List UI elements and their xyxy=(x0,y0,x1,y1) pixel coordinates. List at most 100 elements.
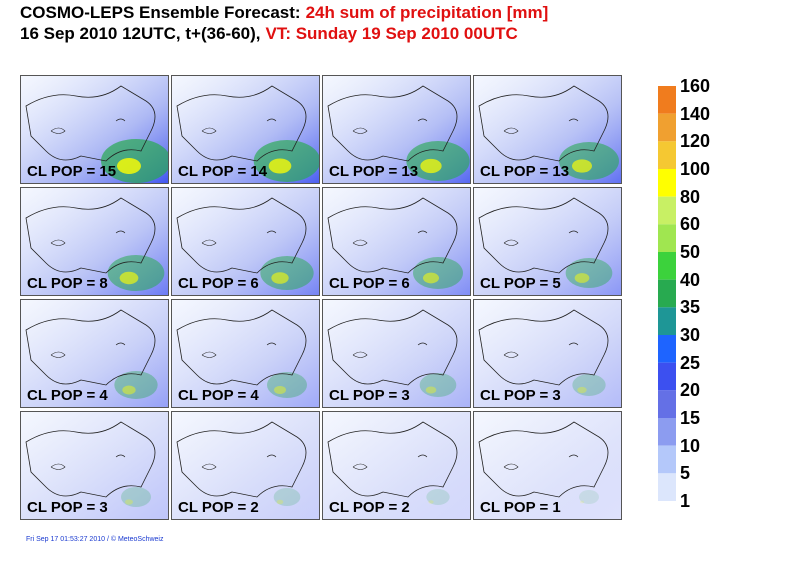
precip-peak xyxy=(420,158,442,174)
colorbar-label: 10 xyxy=(680,435,701,456)
precip-field xyxy=(474,412,621,519)
country-border xyxy=(327,85,458,162)
colorbar-swatch xyxy=(658,279,676,308)
precip-core xyxy=(579,490,599,504)
country-border xyxy=(478,197,609,274)
lake xyxy=(352,118,428,134)
country-border xyxy=(176,85,307,162)
colorbar-label: 5 xyxy=(680,463,691,484)
map-panel: CL POP = 2 xyxy=(171,411,320,520)
panel-label: CL POP = 3 xyxy=(329,387,410,404)
precip-core xyxy=(565,258,613,288)
colorbar-swatch xyxy=(658,169,676,197)
map-panel: CL POP = 5 xyxy=(473,187,622,296)
precip-field xyxy=(323,188,470,295)
precip-core xyxy=(121,487,151,507)
panel-label: CL POP = 15 xyxy=(27,163,117,180)
map-field xyxy=(323,76,470,183)
title-line-2: 16 Sep 2010 12UTC, t+(36-60), VT: Sunday … xyxy=(20,24,518,44)
precip-peak xyxy=(117,158,141,174)
precip-core xyxy=(273,488,301,506)
map-panel: CL POP = 13 xyxy=(322,75,471,184)
precip-field xyxy=(21,300,168,407)
lake xyxy=(201,454,277,470)
map-field xyxy=(172,76,319,183)
panel-label: CL POP = 13 xyxy=(329,163,419,180)
country-border xyxy=(327,421,458,498)
map-field xyxy=(172,188,319,295)
country-border xyxy=(327,309,458,386)
colorbar-label: 50 xyxy=(680,242,701,262)
map-field xyxy=(21,76,168,183)
colorbar-swatch xyxy=(658,335,676,363)
precip-peak xyxy=(268,158,292,174)
subtitle-lead: 16 Sep 2010 12UTC, t+(36-60), xyxy=(20,24,261,43)
map-panel: CL POP = 13 xyxy=(473,75,622,184)
map-field xyxy=(323,412,470,519)
lake xyxy=(201,118,277,134)
precip-core xyxy=(426,489,450,505)
map-panel: CL POP = 4 xyxy=(171,299,320,408)
map-panel: CL POP = 14 xyxy=(171,75,320,184)
lake xyxy=(352,230,428,246)
panel-label: CL POP = 5 xyxy=(480,275,561,292)
colorbar-swatch xyxy=(658,224,676,252)
country-border xyxy=(478,309,609,386)
country-border xyxy=(25,197,156,274)
colorbar-swatch xyxy=(658,307,676,335)
colorbar-label: 20 xyxy=(680,380,701,401)
colorbar-label: 30 xyxy=(680,325,701,345)
map-field xyxy=(474,188,621,295)
precip-peak xyxy=(574,273,590,283)
colorbar-label: 15 xyxy=(680,408,701,428)
lake xyxy=(503,118,579,134)
lake xyxy=(352,342,428,358)
colorbar-swatch xyxy=(658,445,676,474)
colorbar-swatch xyxy=(658,362,676,391)
map-panel: CL POP = 3 xyxy=(473,299,622,408)
precip-peak xyxy=(119,271,139,285)
colorbar-label: 1 xyxy=(680,491,691,511)
map-panel: CL POP = 3 xyxy=(322,299,471,408)
colorbar xyxy=(658,86,676,501)
lake xyxy=(201,230,277,246)
precip-peak xyxy=(276,499,284,505)
precip-peak xyxy=(274,386,286,394)
precip-field xyxy=(474,300,621,407)
precip-peak xyxy=(423,272,439,284)
title-highlight: 24h sum of precipitation [mm] xyxy=(305,3,549,22)
map-panel: CL POP = 6 xyxy=(322,187,471,296)
colorbar-label: 140 xyxy=(680,103,711,124)
lake xyxy=(50,454,126,470)
precip-core xyxy=(267,372,307,398)
country-border xyxy=(176,309,307,386)
precip-peak xyxy=(428,500,434,504)
colorbar-swatch xyxy=(658,473,676,501)
country-border xyxy=(25,309,156,386)
map-panel: CL POP = 6 xyxy=(171,187,320,296)
panel-label: CL POP = 8 xyxy=(27,275,108,292)
precip-field xyxy=(323,412,470,519)
country-border xyxy=(176,421,307,498)
country-border xyxy=(25,85,156,162)
colorbar-swatch xyxy=(658,141,676,169)
precip-peak xyxy=(425,386,437,394)
panel-label: CL POP = 2 xyxy=(178,499,259,516)
precip-peak xyxy=(122,385,136,395)
map-field xyxy=(21,188,168,295)
country-border xyxy=(478,85,609,162)
colorbar-label: 60 xyxy=(680,214,701,235)
map-field xyxy=(323,300,470,407)
map-field xyxy=(172,300,319,407)
panel-grid: CL POP = 15 CL POP = 14 CL POP = 13 CL POP … xyxy=(20,75,630,523)
map-field xyxy=(474,300,621,407)
colorbar-swatch xyxy=(658,252,676,280)
precip-field xyxy=(21,412,168,519)
colorbar-swatch xyxy=(658,390,676,418)
panel-label: CL POP = 4 xyxy=(178,387,259,404)
panel-label: CL POP = 3 xyxy=(480,387,561,404)
precip-core xyxy=(107,255,165,291)
precip-field xyxy=(474,188,621,295)
country-border xyxy=(327,197,458,274)
